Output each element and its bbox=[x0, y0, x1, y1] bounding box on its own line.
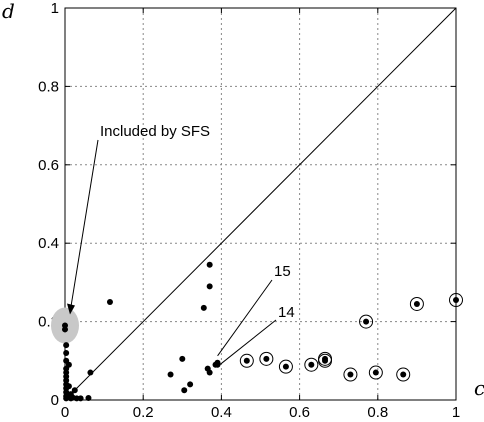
x-tick-label: 0.4 bbox=[211, 404, 232, 421]
annotation-arrow-15 bbox=[217, 279, 273, 357]
x-tick-label: 0.2 bbox=[133, 404, 154, 421]
data-point bbox=[206, 261, 213, 268]
y-tick-label: 0 bbox=[51, 392, 59, 409]
data-point bbox=[71, 387, 78, 394]
circled-point-ring bbox=[278, 359, 293, 374]
circled-point-ring bbox=[449, 293, 463, 308]
sfs-annotation-arrow bbox=[69, 139, 99, 313]
x-tick-label: 1 bbox=[452, 404, 460, 421]
circled-point bbox=[453, 297, 459, 304]
axis-ticks: 0 0.2 0.4 0.6 0.8 100.20.40.60.81 bbox=[38, 0, 460, 421]
data-point bbox=[63, 349, 70, 356]
data-points bbox=[62, 261, 463, 402]
circled-point bbox=[363, 318, 370, 325]
grid bbox=[65, 8, 456, 400]
circled-point bbox=[263, 355, 270, 362]
circled-point bbox=[347, 371, 354, 378]
data-point bbox=[214, 359, 221, 366]
data-point bbox=[77, 395, 84, 402]
data-point bbox=[62, 326, 68, 333]
data-point bbox=[200, 304, 207, 311]
circled-point-ring bbox=[396, 367, 411, 382]
circled-point bbox=[308, 361, 315, 368]
data-point bbox=[187, 381, 194, 388]
data-point bbox=[87, 369, 94, 376]
x-tick-label: 0.6 bbox=[289, 404, 310, 421]
y-tick-label: 1 bbox=[51, 0, 59, 17]
data-point bbox=[206, 283, 213, 290]
circled-point-ring bbox=[259, 351, 274, 366]
data-point bbox=[179, 355, 186, 362]
x-tick-label: 0 bbox=[61, 404, 69, 421]
circled-point bbox=[413, 300, 420, 307]
plot-frame bbox=[64, 7, 457, 401]
circled-point bbox=[372, 369, 379, 376]
data-point bbox=[63, 342, 70, 349]
sfs-annotation-label: Included by SFS bbox=[100, 123, 210, 140]
circled-point-ring bbox=[304, 357, 319, 372]
annotation-arrow-14 bbox=[218, 319, 277, 367]
circled-point-ring bbox=[239, 353, 254, 368]
circled-point bbox=[282, 363, 289, 370]
y-tick-label: 0.4 bbox=[38, 235, 59, 252]
data-point bbox=[65, 383, 72, 390]
data-point bbox=[106, 299, 113, 305]
data-point bbox=[167, 371, 174, 378]
circled-point-ring bbox=[318, 351, 333, 366]
y-axis-label: d bbox=[2, 0, 15, 23]
data-point bbox=[181, 387, 188, 394]
y-tick-label: 0.6 bbox=[38, 157, 59, 174]
x-axis-label: c bbox=[474, 376, 484, 400]
annotation-label-14: 14 bbox=[278, 304, 295, 321]
y-tick-label: 0.8 bbox=[38, 78, 59, 95]
sfs-annotation-arrowhead bbox=[67, 303, 75, 315]
annotations: Included by SFS 15 14 bbox=[67, 123, 295, 367]
data-point bbox=[85, 395, 92, 402]
data-point bbox=[65, 361, 72, 368]
data-point bbox=[206, 369, 213, 376]
circled-point-ring bbox=[368, 365, 383, 380]
circled-point bbox=[243, 357, 250, 364]
circled-point-ring bbox=[343, 367, 358, 382]
data-point bbox=[63, 395, 70, 402]
annotation-label-15: 15 bbox=[274, 263, 291, 280]
x-tick-label: 0.8 bbox=[367, 404, 388, 421]
circled-point bbox=[400, 371, 407, 378]
reference-diagonal bbox=[64, 7, 457, 401]
circled-point bbox=[322, 355, 329, 362]
circled-point-ring bbox=[409, 296, 424, 311]
circled-point-ring bbox=[359, 314, 374, 329]
